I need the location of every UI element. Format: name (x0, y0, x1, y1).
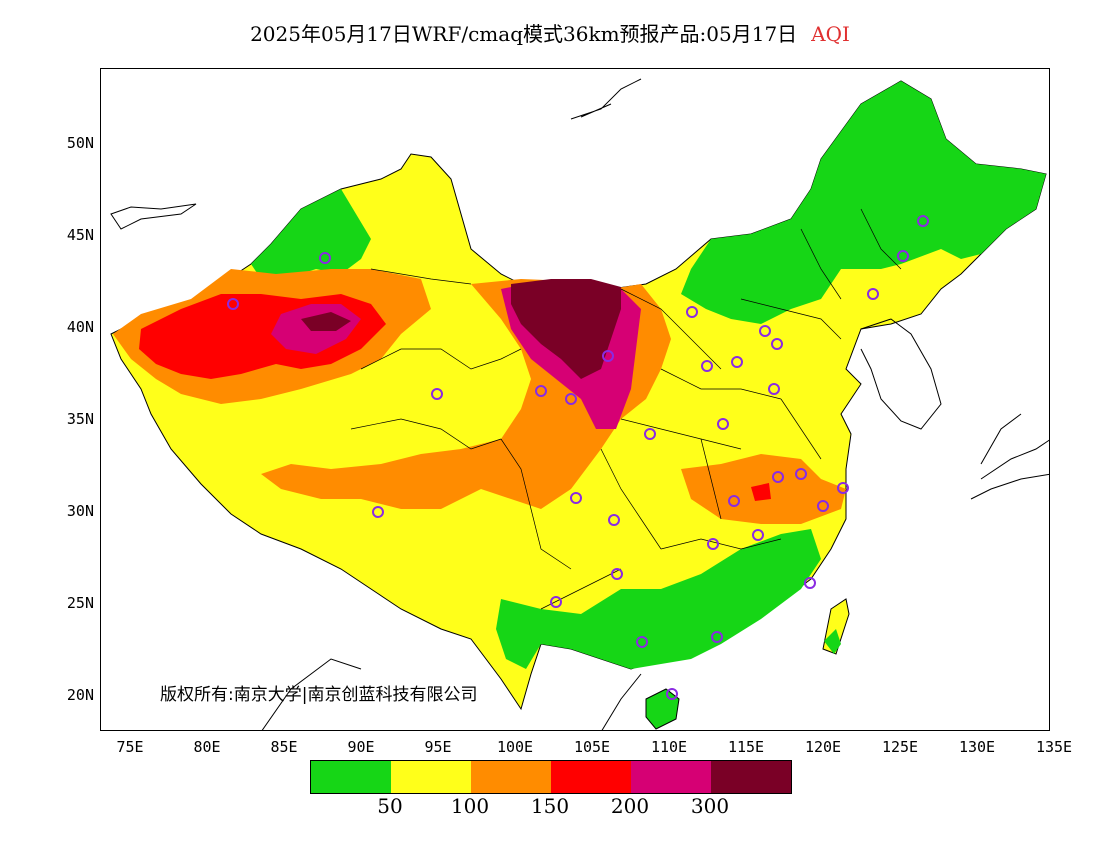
lat-label-45n: 45N (66, 226, 94, 244)
station-marker (636, 636, 648, 648)
station-marker (570, 492, 582, 504)
legend-swatch-sensitive (471, 761, 551, 793)
region-good-north-xinjiang (251, 189, 371, 279)
station-marker (804, 577, 816, 589)
station-marker (686, 306, 698, 318)
aqi-map (110, 78, 1049, 730)
map-title: 2025年05月17日WRF/cmaq模式36km预报产品:05月17日 AQI (0, 18, 1100, 47)
station-marker (837, 482, 849, 494)
station-marker (795, 468, 807, 480)
legend-swatch-moderate (391, 761, 471, 793)
lon-label-110e: 110E (650, 738, 688, 756)
station-marker (431, 388, 443, 400)
region-good-northeast (681, 81, 1046, 324)
station-marker (772, 471, 784, 483)
station-markers (227, 215, 929, 700)
lon-label-80e: 80E (193, 738, 221, 756)
station-marker (897, 250, 909, 262)
lon-label-75e: 75E (116, 738, 144, 756)
region-good-south (496, 529, 821, 669)
lat-label-40n: 40N (66, 318, 94, 336)
legend-swatch-hazardous (711, 761, 791, 793)
station-marker (759, 325, 771, 337)
station-marker (565, 393, 577, 405)
station-marker (752, 529, 764, 541)
title-text: 2025年05月17日WRF/cmaq模式36km预报产品:05月17日 (250, 22, 798, 46)
lon-label-95e: 95E (424, 738, 452, 756)
station-marker (701, 360, 713, 372)
region-unhealthy-central-spots (751, 483, 771, 501)
coast-kazakh-lake (110, 203, 197, 230)
lat-label-25n: 25N (66, 594, 94, 612)
aqi-legend-bar (310, 760, 792, 794)
station-marker (550, 596, 562, 608)
station-marker (644, 428, 656, 440)
station-marker (666, 688, 678, 700)
copyright-text: 版权所有:南京大学|南京创蓝科技有限公司 (160, 685, 478, 705)
lon-label-90e: 90E (347, 738, 375, 756)
lon-label-120e: 120E (804, 738, 842, 756)
station-marker (535, 385, 547, 397)
station-marker (319, 252, 331, 264)
station-marker (717, 418, 729, 430)
station-marker (602, 350, 614, 362)
legend-label-200: 200 (610, 794, 650, 818)
legend-swatch-very-unhealthy (631, 761, 711, 793)
station-marker (611, 568, 623, 580)
lon-label-85e: 85E (270, 738, 298, 756)
lat-label-50n: 50N (66, 134, 94, 152)
station-marker (372, 506, 384, 518)
station-marker (867, 288, 879, 300)
station-marker (768, 383, 780, 395)
region-hazardous-north (511, 279, 621, 379)
legend-label-100: 100 (450, 794, 490, 818)
legend-swatch-unhealthy (551, 761, 631, 793)
station-marker (771, 338, 783, 350)
legend-label-50: 50 (377, 794, 403, 818)
legend-label-300: 300 (690, 794, 730, 818)
lat-label-30n: 30N (66, 502, 94, 520)
station-marker (711, 631, 723, 643)
coast-russia-top (570, 78, 642, 120)
coast-japan (970, 413, 1049, 500)
station-marker (817, 500, 829, 512)
station-marker (707, 538, 719, 550)
legend-label-150: 150 (530, 794, 570, 818)
station-marker (608, 514, 620, 526)
region-hazardous-spot (301, 312, 351, 331)
lon-label-115e: 115E (727, 738, 765, 756)
coast-korea (860, 318, 942, 430)
lon-label-105e: 105E (573, 738, 611, 756)
lon-label-135e: 135E (1035, 738, 1073, 756)
variable-label: AQI (811, 22, 850, 46)
region-good-hainan (645, 688, 680, 730)
lon-label-125e: 125E (881, 738, 919, 756)
station-marker (731, 356, 743, 368)
province-borders (350, 208, 902, 610)
station-marker (917, 215, 929, 227)
legend-swatch-good (311, 761, 391, 793)
coast-south-indochina (261, 658, 642, 730)
map-frame (100, 68, 1050, 731)
lon-label-130e: 130E (958, 738, 996, 756)
lon-label-100e: 100E (496, 738, 534, 756)
station-marker (227, 298, 239, 310)
station-marker (728, 495, 740, 507)
lat-label-20n: 20N (66, 686, 94, 704)
lat-label-35n: 35N (66, 410, 94, 428)
region-good-taiwan (824, 629, 841, 654)
